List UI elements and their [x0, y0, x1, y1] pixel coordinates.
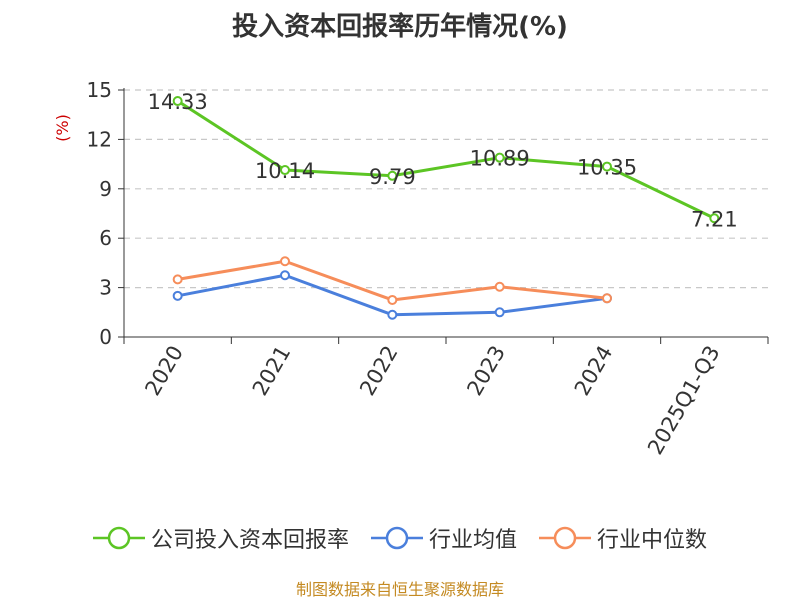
legend-item[interactable]: 公司投入资本回报率: [92, 522, 349, 554]
legend-swatch: [370, 526, 423, 550]
series-lines: [172, 96, 720, 320]
y-tick-label: 0: [99, 325, 112, 349]
data-point: [602, 161, 612, 172]
x-tick-label: 2023: [462, 341, 510, 399]
data-point: [602, 293, 612, 304]
legend-item[interactable]: 行业中位数: [539, 522, 707, 554]
legend-marker: [553, 526, 577, 550]
data-labels: 14.33 10.14 9.79 10.89 10.35 7.21: [148, 90, 738, 231]
data-label: 14.33: [148, 90, 208, 114]
x-tick-label: 2020: [140, 342, 188, 400]
data-point: [280, 165, 290, 176]
data-label: 10.35: [577, 156, 637, 180]
y-axis-label: (%): [53, 114, 72, 142]
x-tick-label: 2025Q1-Q3: [643, 342, 725, 459]
legend-marker: [107, 526, 131, 550]
data-label: 9.79: [369, 165, 416, 189]
x-tick-label: 2021: [248, 342, 296, 400]
legend-marker: [385, 526, 409, 550]
data-label: 10.14: [255, 159, 315, 183]
legend-label: 公司投入资本回报率: [150, 528, 349, 553]
data-point: [494, 152, 505, 163]
legend: 公司投入资本回报率 行业均值 行业中位数: [0, 518, 800, 558]
legend-label: 行业中位数: [597, 528, 708, 553]
x-tick-label: 2024: [570, 342, 618, 400]
source-note: 制图数据来自恒生聚源数据库: [295, 580, 504, 599]
data-point: [387, 294, 398, 305]
axes: 0 3 6 9 12 15 2020 2021 2022 2023 2024 2025Q1-Q3: [87, 78, 769, 459]
legend-swatch: [92, 526, 145, 550]
x-tick-label: 2022: [355, 342, 403, 400]
data-point: [172, 96, 183, 107]
legend-swatch: [539, 526, 591, 550]
y-tick-label: 9: [99, 177, 112, 201]
y-tick-label: 15: [87, 78, 112, 102]
series-line: [176, 99, 715, 220]
data-point: [280, 270, 290, 281]
data-point: [387, 309, 398, 320]
chart-title: 投入资本回报率历年情况(%): [232, 12, 568, 42]
series-line: [177, 259, 608, 302]
y-tick-label: 6: [99, 226, 112, 250]
data-point: [172, 274, 183, 285]
data-label: 7.21: [691, 207, 738, 231]
data-point: [280, 256, 290, 267]
data-point: [172, 290, 183, 301]
data-label: 10.89: [470, 147, 530, 171]
y-tick-label: 3: [99, 276, 112, 300]
data-point: [387, 170, 398, 181]
legend-item[interactable]: 行业均值: [370, 522, 517, 554]
data-point: [494, 307, 505, 318]
y-tick-label: 12: [87, 127, 112, 151]
grid-lines: [124, 89, 768, 289]
data-point: [709, 213, 720, 224]
legend-label: 行业均值: [428, 528, 517, 553]
data-point: [494, 281, 505, 292]
